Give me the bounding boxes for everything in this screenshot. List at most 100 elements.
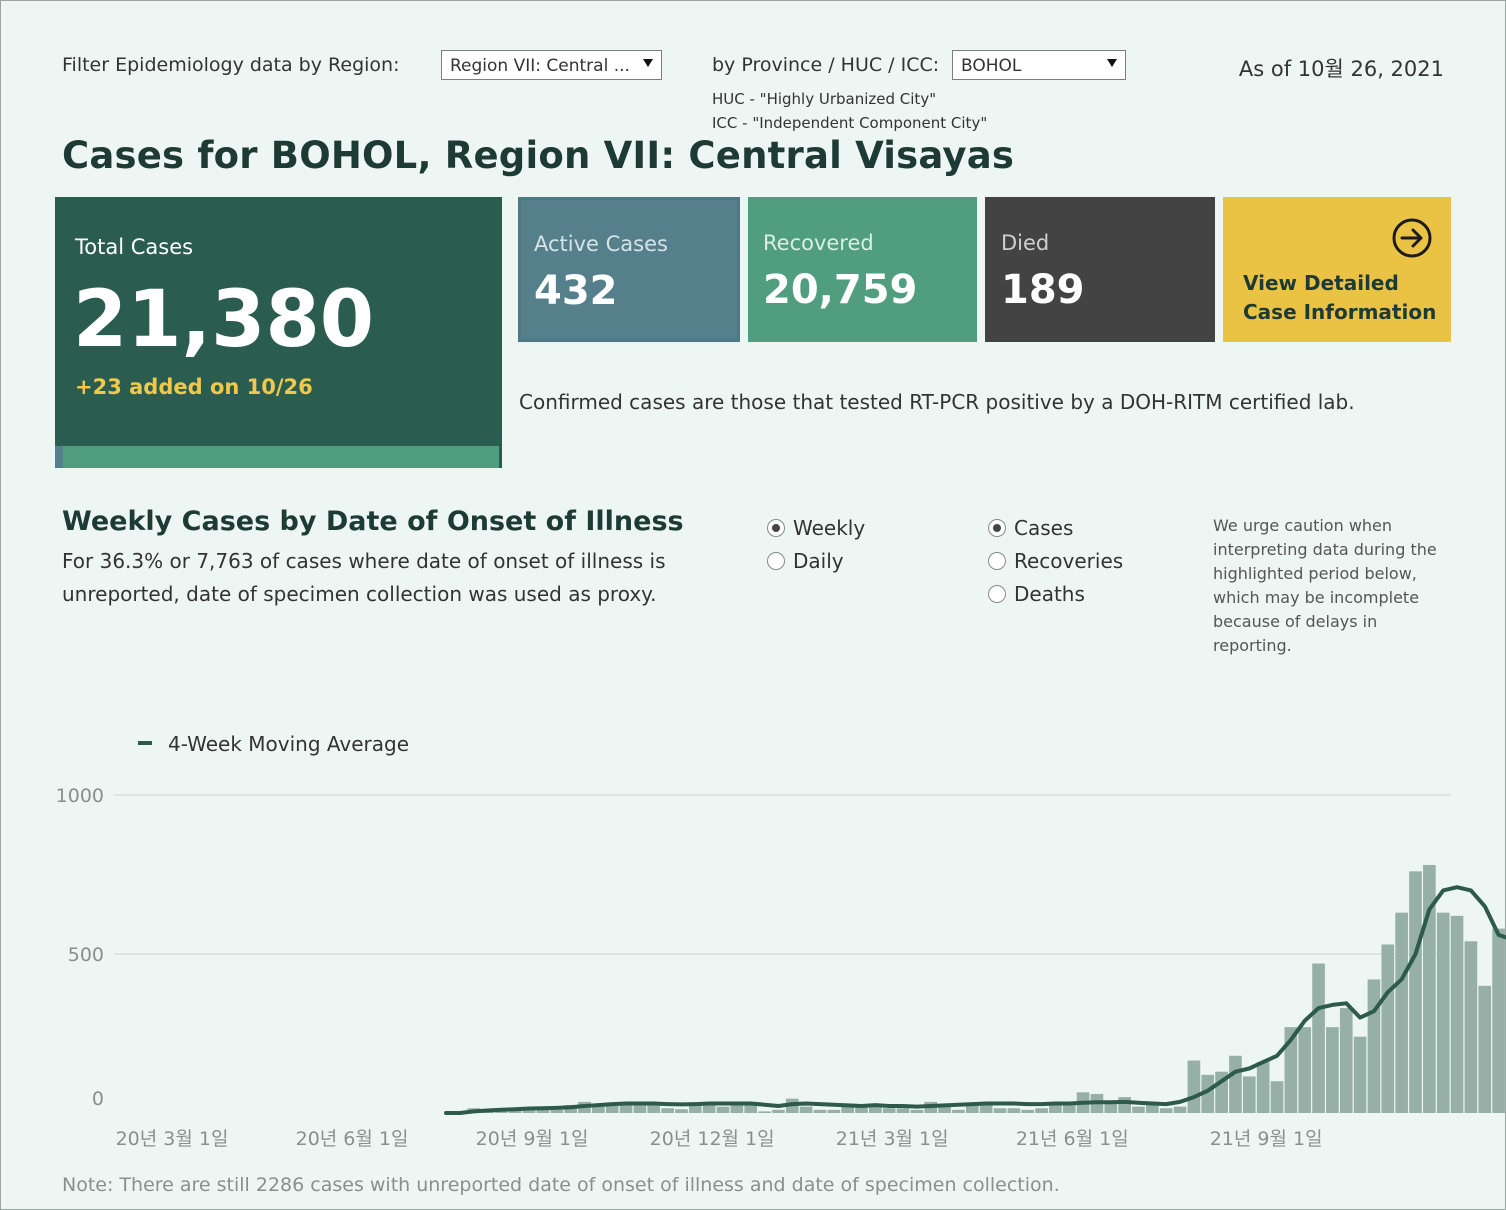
radio-weekly[interactable]: Weekly [767,516,865,540]
bar [1159,1108,1173,1113]
region-dropdown-value: Region VII: Central ... [450,56,630,76]
total-cases-value: 21,380 [73,275,374,365]
bar [938,1105,951,1113]
radio-selected-icon [767,519,785,537]
as-of-date: As of 10월 26, 2021 [1238,57,1444,81]
radio-selected-icon [988,519,1006,537]
x-tick-label: 21년 3월 1일 [836,1128,949,1150]
bar [716,1106,730,1113]
view-detailed-case-button[interactable]: View Detailed Case Information [1223,197,1451,342]
bar [508,1109,522,1113]
page-title: Cases for BOHOL, Region VII: Central Vis… [62,134,1015,177]
radio-unselected-icon [767,552,785,570]
bar [1367,979,1381,1113]
died-card: Died 189 [985,197,1215,342]
bar [1007,1108,1021,1113]
y-tick-label: 500 [68,944,104,966]
radio-recoveries[interactable]: Recoveries [988,549,1123,573]
bar [869,1105,882,1113]
x-tick-label: 21년 6월 1일 [1016,1128,1129,1150]
bar [952,1109,965,1113]
x-tick-label: 21년 9월 1일 [1210,1128,1323,1150]
province-dropdown-value: BOHOL [961,56,1022,76]
chevron-down-icon [643,59,653,67]
x-tick-label: 20년 12월 1일 [650,1128,775,1150]
active-cases-label: Active Cases [534,232,668,256]
recovered-card: Recovered 20,759 [748,197,977,342]
x-tick-label: 20년 3월 1일 [116,1128,229,1150]
bar [813,1109,827,1113]
province-dropdown[interactable]: BOHOL [952,50,1126,80]
bar [1021,1109,1035,1113]
bar [993,1108,1007,1113]
radio-cases-label: Cases [1014,516,1074,540]
bar [1256,1062,1270,1113]
radio-daily-label: Daily [793,549,844,573]
bar [1298,1027,1312,1113]
active-cases-card: Active Cases 432 [518,197,740,342]
bar [965,1105,979,1113]
footnote: Note: There are still 2286 cases with un… [62,1174,1060,1196]
region-dropdown[interactable]: Region VII: Central ... [441,50,662,80]
bar [1409,871,1422,1113]
bar [1478,985,1492,1113]
bar [827,1109,841,1113]
bar [1062,1105,1076,1113]
bar [1284,1027,1298,1113]
view-detailed-line1: View Detailed [1243,271,1399,295]
bar [1339,1008,1353,1113]
total-cases-card: Total Cases 21,380 +23 added on 10/26 [55,197,502,468]
bar [855,1105,868,1113]
bar [730,1105,744,1113]
bar [1035,1108,1048,1113]
icc-note: ICC - "Independent Component City" [712,114,988,132]
radio-cases[interactable]: Cases [988,516,1073,540]
huc-note: HUC - "Highly Urbanized City" [712,90,937,108]
radio-deaths[interactable]: Deaths [988,582,1085,606]
chart-subtitle: For 36.3% or 7,763 of cases where date o… [62,549,666,606]
bar [675,1109,688,1113]
radio-daily[interactable]: Daily [767,549,844,573]
bar [910,1109,924,1113]
bar [1436,912,1450,1113]
bar [647,1105,661,1113]
view-detailed-line2: Case Information [1243,300,1437,324]
bar [1312,963,1325,1113]
radio-recoveries-label: Recoveries [1014,549,1124,573]
moving-average-line [444,885,1506,1115]
bar [1395,912,1408,1113]
province-filter-label: by Province / HUC / ICC: [712,54,940,76]
bar [799,1106,813,1113]
bar [522,1108,536,1113]
died-label: Died [1001,231,1050,255]
bar-segment-recovered [63,446,499,468]
region-filter-label: Filter Epidemiology data by Region: [62,54,400,76]
bar [896,1108,910,1113]
active-cases-value: 432 [534,268,618,314]
recovered-label: Recovered [763,231,874,255]
bar [744,1101,758,1113]
confirmed-note: Confirmed cases are those that tested RT… [519,390,1355,414]
bar [605,1105,619,1113]
bar [1353,1036,1367,1113]
bar [1450,915,1464,1113]
bar-segment-active [55,446,63,468]
bar [1326,1027,1339,1113]
bar [1242,1076,1256,1113]
radio-weekly-label: Weekly [793,516,866,540]
bar [661,1108,674,1113]
weekly-cases-chart: 0 500 1000 20년 3월 1일 20년 6월 1일 20년 9월 1일 20년 1… [56,732,1506,1150]
radio-deaths-label: Deaths [1014,582,1085,606]
x-tick-label: 20년 6월 1일 [296,1128,409,1150]
y-tick-label: 0 [92,1088,104,1110]
bar [592,1105,605,1113]
radio-unselected-icon [988,585,1006,603]
bar [1464,941,1478,1113]
bar [702,1103,716,1113]
bar [841,1103,854,1113]
bar [1381,944,1395,1113]
bar [979,1101,993,1113]
bar [1270,1081,1284,1113]
bar [1132,1106,1145,1113]
bar [1118,1097,1131,1113]
